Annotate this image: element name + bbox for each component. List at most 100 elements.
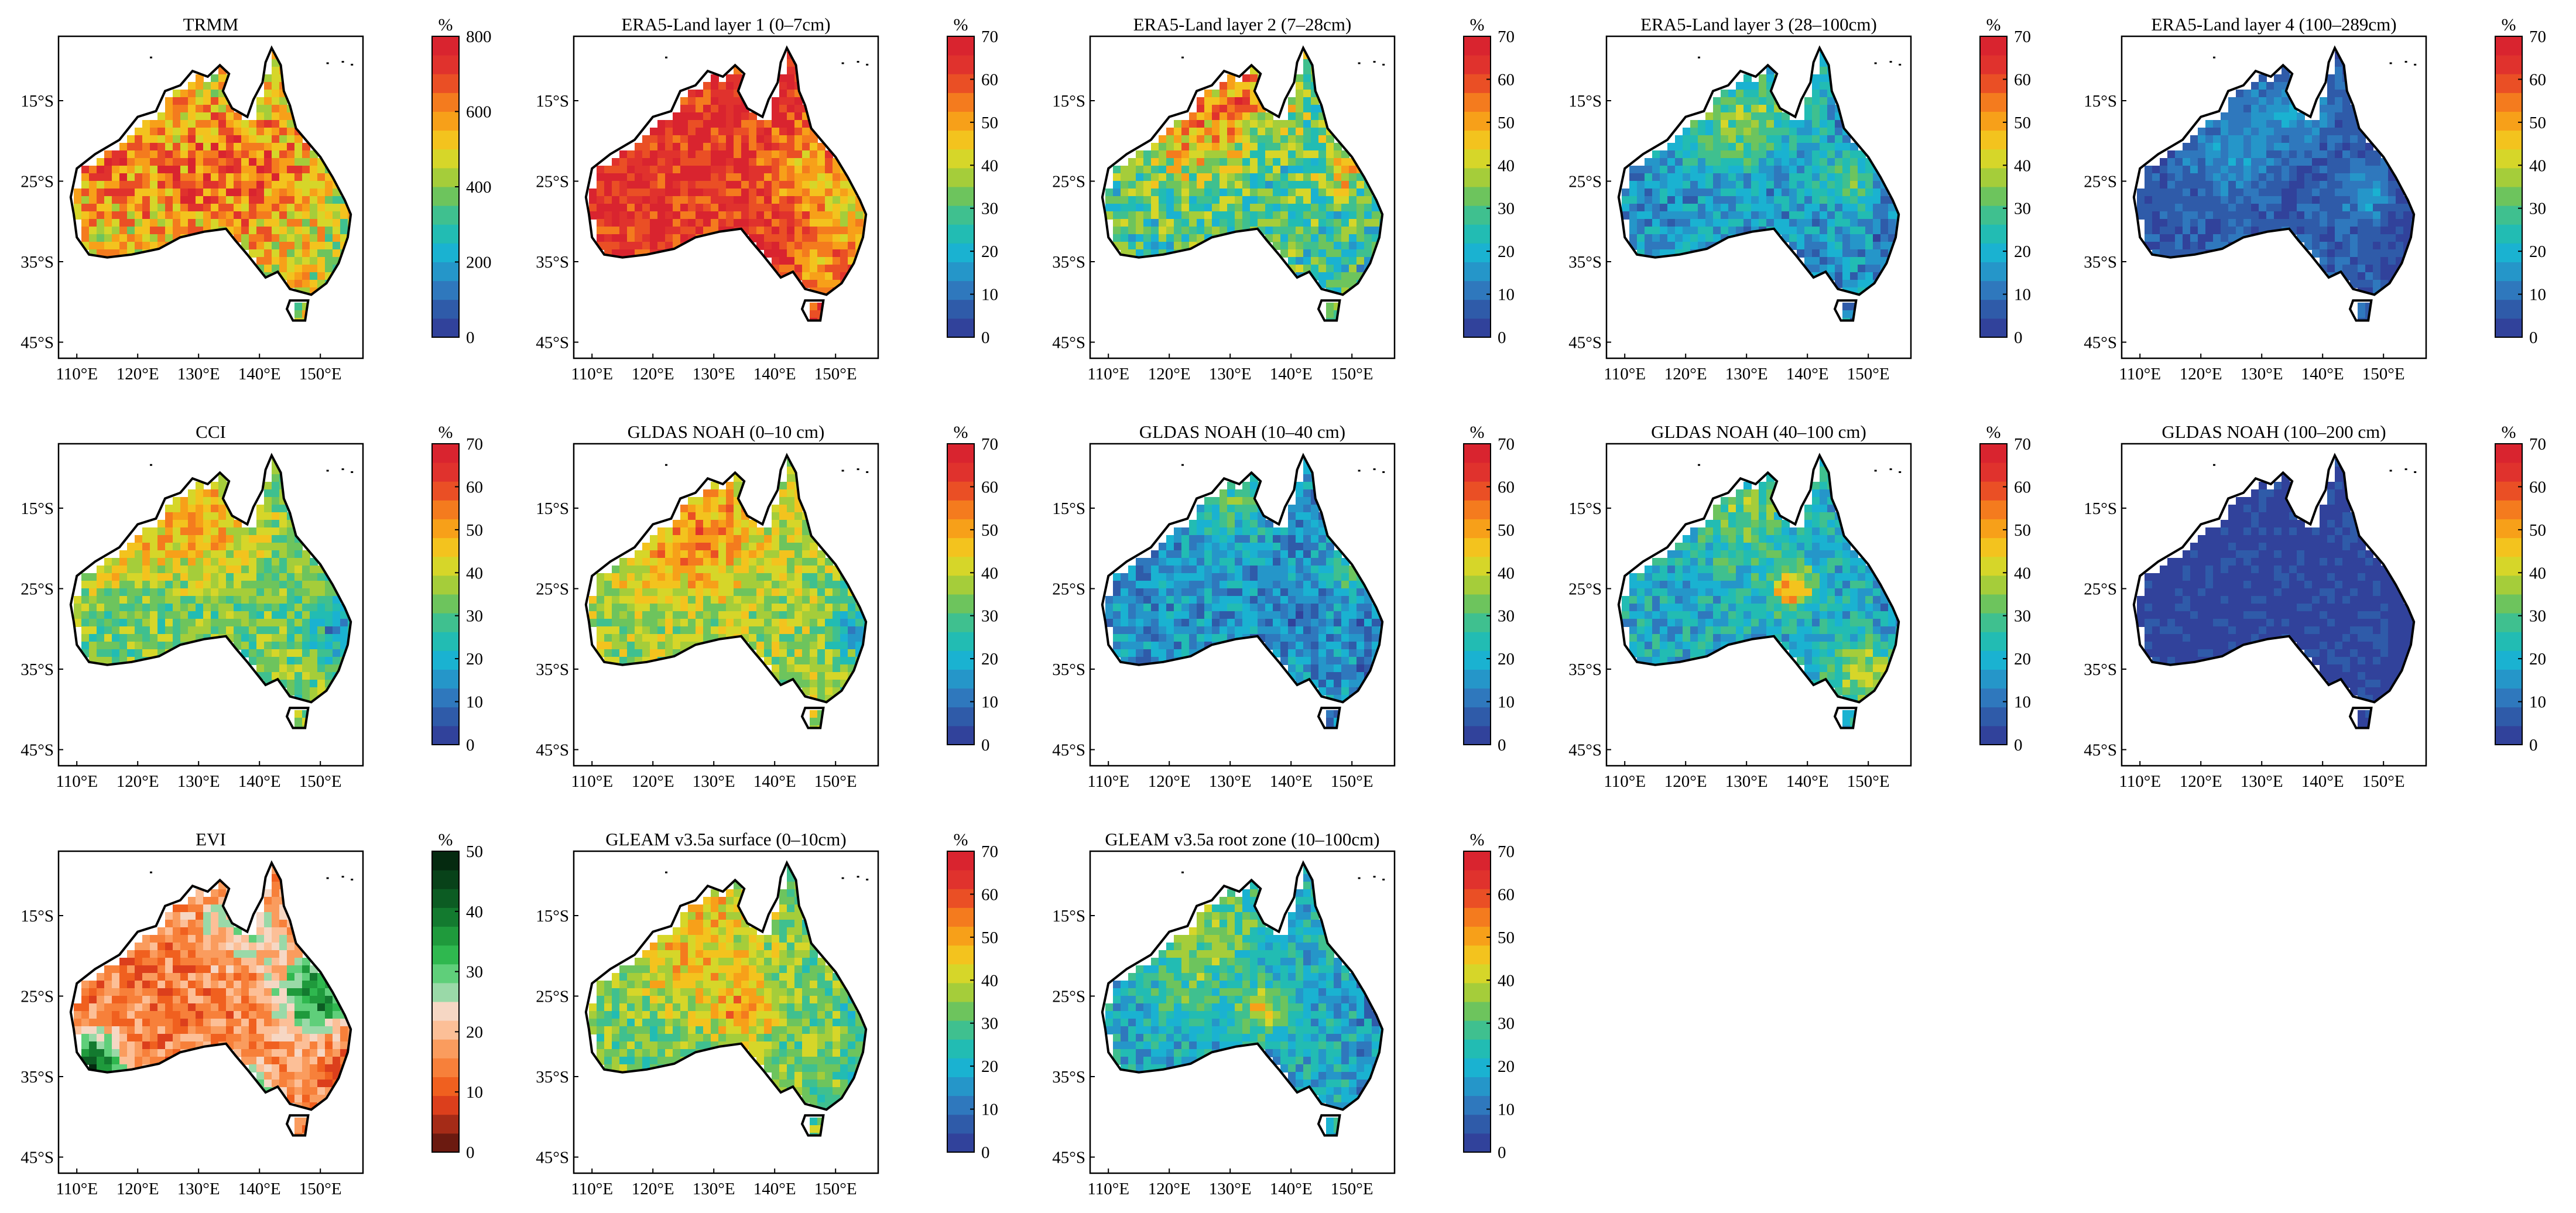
lat-tick-label: 35°S [536, 660, 569, 679]
panel-title: ERA5-Land layer 1 (0–7cm) [621, 14, 830, 35]
lat-tick-label: 25°S [536, 173, 569, 191]
lat-tick-label: 35°S [1568, 253, 1602, 272]
colorbar-tick-label: 10 [466, 693, 483, 712]
lon-tick-label: 140°E [1786, 365, 1829, 383]
colorbar-tick-label: 70 [2014, 435, 2031, 454]
panel-title: CCI [196, 422, 226, 442]
colorbar-tick-label: 40 [2014, 564, 2031, 582]
colorbar-tick-label: 30 [2014, 200, 2031, 218]
lon-tick-label: 110°E [1087, 772, 1129, 791]
colorbar-tick-label: 40 [981, 564, 998, 582]
lon-tick-label: 110°E [2119, 365, 2161, 383]
colorbar-tick-label: 60 [981, 885, 998, 904]
lon-tick-label: 150°E [1331, 365, 1373, 383]
lon-tick-label: 130°E [693, 1180, 735, 1198]
colorbar-unit: % [439, 15, 453, 35]
colorbar-unit: % [1986, 423, 2001, 442]
lat-tick-label: 25°S [1052, 988, 1085, 1006]
lon-tick-label: 110°E [571, 1180, 613, 1198]
lat-tick-label: 45°S [20, 1149, 54, 1167]
colorbar-tick-label: 60 [2014, 478, 2031, 496]
colorbar-tick-label: 50 [1498, 521, 1515, 540]
colorbar-unit: % [1986, 15, 2001, 35]
colorbar-tick-label: 0 [981, 1143, 990, 1162]
lon-tick-label: 120°E [117, 1180, 159, 1198]
lon-tick-label: 110°E [571, 365, 613, 383]
colorbar-unit: % [954, 15, 968, 35]
lat-tick-label: 45°S [1568, 741, 1602, 760]
colorbar-unit: % [439, 423, 453, 442]
lat-tick-label: 35°S [1568, 660, 1602, 679]
panel-title: GLDAS NOAH (100–200 cm) [2161, 422, 2386, 442]
colorbar-tick-label: 20 [466, 650, 483, 669]
colorbar-tick-label: 40 [2529, 564, 2546, 582]
lon-tick-label: 150°E [299, 1180, 342, 1198]
lon-tick-label: 110°E [56, 772, 98, 791]
colorbar-unit: % [2502, 15, 2516, 35]
lat-tick-label: 25°S [536, 580, 569, 599]
colorbar-tick-label: 50 [466, 521, 483, 540]
colorbar-tick-label: 20 [2529, 650, 2546, 669]
colorbar-tick-label: 10 [981, 286, 998, 304]
colorbar-tick-label: 400 [466, 178, 492, 197]
colorbar-tick-label: 0 [1498, 736, 1506, 755]
lat-tick-label: 45°S [536, 1149, 569, 1167]
lat-tick-label: 25°S [536, 988, 569, 1006]
lat-tick-label: 15°S [20, 499, 54, 518]
lat-tick-label: 35°S [20, 660, 54, 679]
colorbar-tick-label: 50 [981, 114, 998, 132]
lon-tick-label: 130°E [177, 365, 220, 383]
colorbar-tick-label: 30 [1498, 1015, 1515, 1033]
lat-tick-label: 35°S [20, 1068, 54, 1087]
colorbar-tick-label: 70 [1498, 435, 1515, 454]
panel-title: GLEAM v3.5a surface (0–10cm) [605, 829, 846, 849]
lat-tick-label: 45°S [536, 334, 569, 352]
lon-tick-label: 110°E [1087, 1180, 1129, 1198]
lat-tick-label: 15°S [1568, 499, 1602, 518]
colorbar-tick-label: 60 [2529, 70, 2546, 89]
colorbar-tick-label: 70 [981, 28, 998, 46]
lon-tick-label: 110°E [1604, 772, 1646, 791]
panel-title: GLDAS NOAH (10–40 cm) [1139, 422, 1345, 442]
colorbar-tick-label: 70 [1498, 28, 1515, 46]
colorbar-tick-label: 20 [2529, 242, 2546, 261]
lat-tick-label: 25°S [2084, 173, 2117, 191]
colorbar-tick-label: 60 [981, 478, 998, 496]
colorbar-tick-label: 70 [2529, 435, 2546, 454]
colorbar-tick-label: 40 [1498, 971, 1515, 990]
colorbar-tick-label: 10 [2014, 693, 2031, 712]
colorbar-unit: % [2502, 423, 2516, 442]
colorbar-tick-label: 0 [2014, 736, 2023, 755]
lon-tick-label: 150°E [814, 1180, 857, 1198]
colorbar-tick-label: 60 [1498, 885, 1515, 904]
colorbar-tick-label: 10 [981, 693, 998, 712]
colorbar-tick-label: 60 [466, 478, 483, 496]
colorbar-tick-label: 0 [2014, 328, 2023, 347]
colorbar-tick-label: 60 [2529, 478, 2546, 496]
colorbar-tick-label: 40 [981, 156, 998, 175]
panel-title: GLEAM v3.5a root zone (10–100cm) [1105, 829, 1379, 849]
lon-tick-label: 140°E [1270, 1180, 1313, 1198]
lon-tick-label: 120°E [1664, 365, 1707, 383]
colorbar-tick-label: 50 [981, 928, 998, 947]
lon-tick-label: 140°E [1786, 772, 1829, 791]
lat-tick-label: 15°S [1052, 907, 1085, 926]
colorbar-tick-label: 0 [1498, 1143, 1506, 1162]
lat-tick-label: 15°S [20, 92, 54, 111]
